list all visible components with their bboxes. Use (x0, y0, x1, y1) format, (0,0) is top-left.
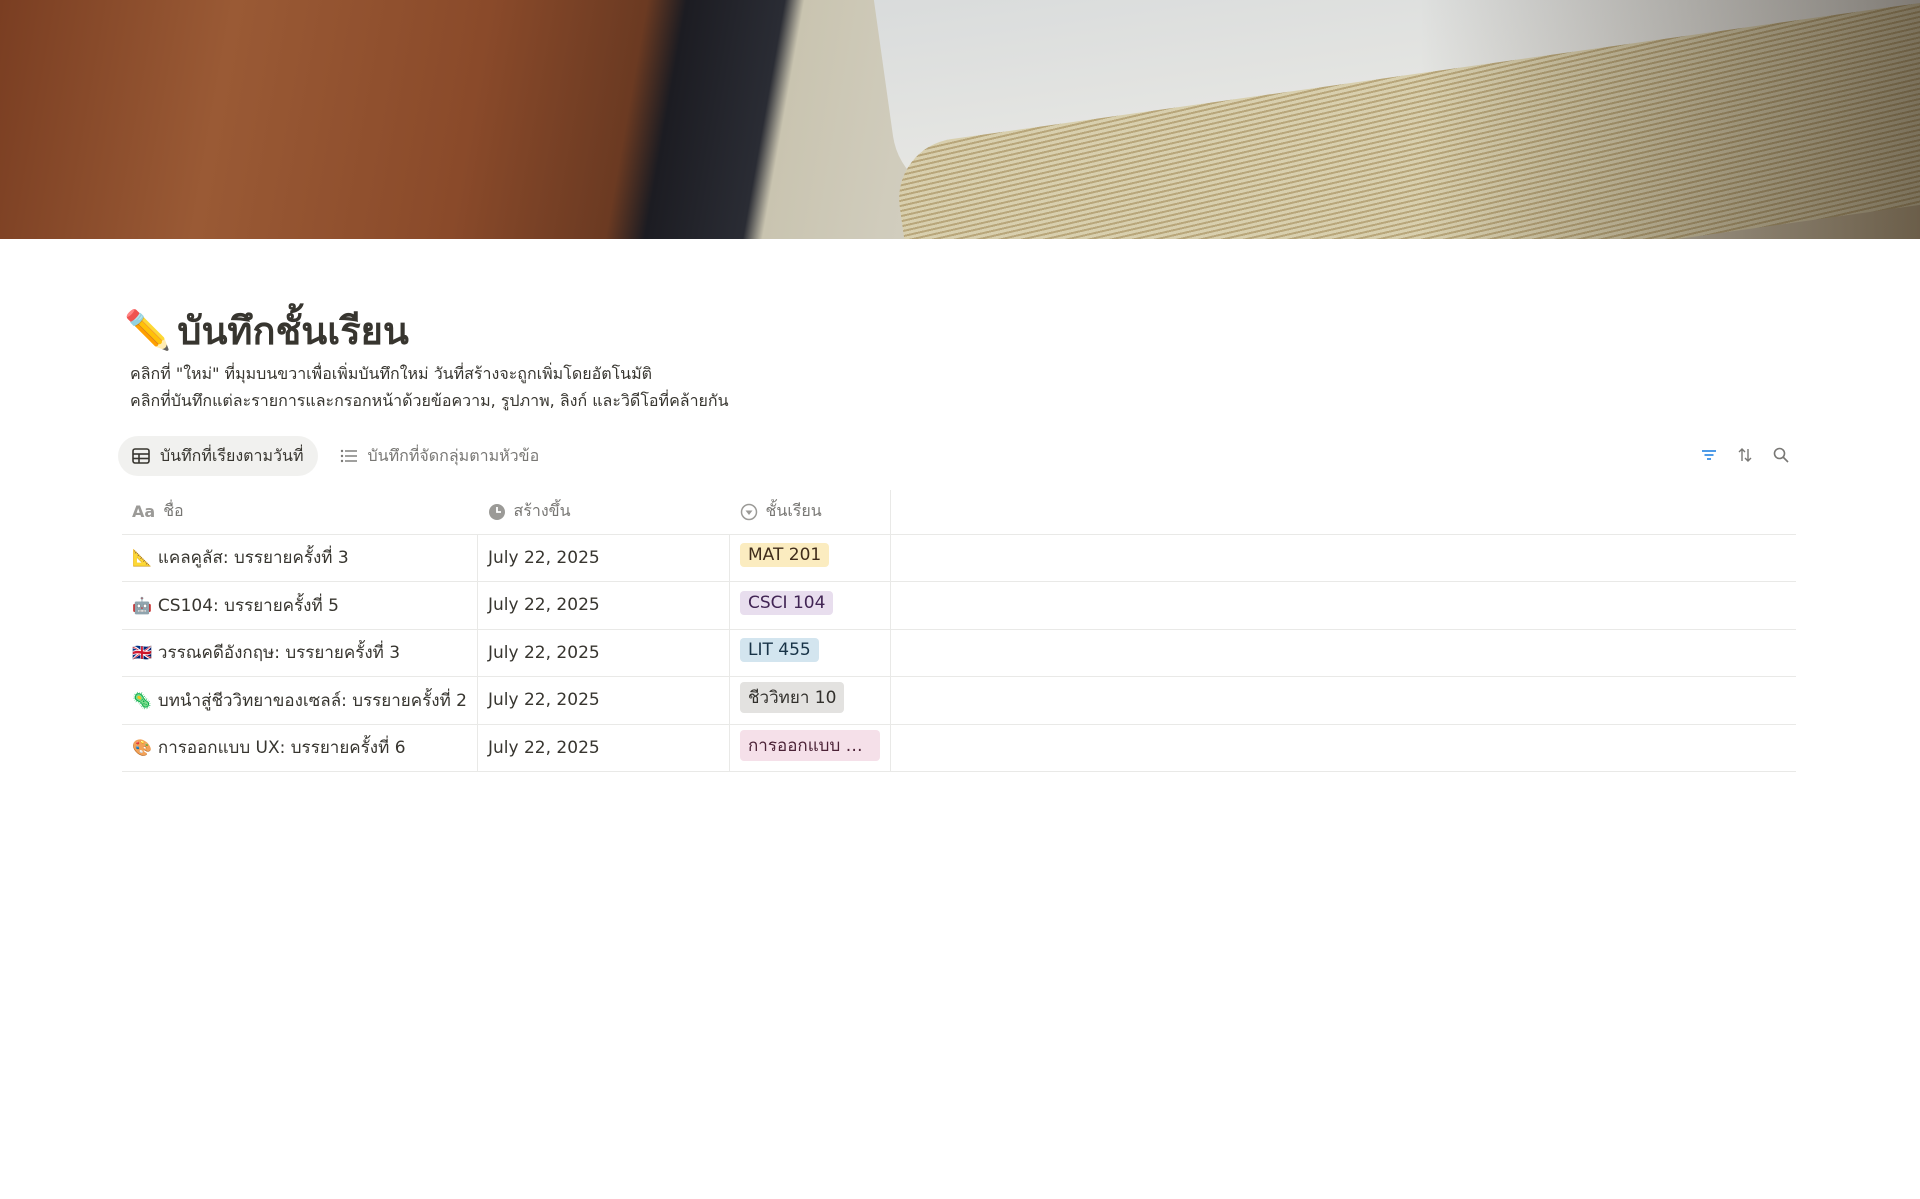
tab-grouped-by-topic[interactable]: บันทึกที่จัดกลุ่มตามหัวข้อ (326, 436, 554, 476)
column-label: ชั้นเรียน (765, 501, 822, 521)
notes-table: Aa ชื่อ สร้างขึ้น ชั้นเรียน 📐 แคลคูลัส: บร… (122, 490, 1796, 772)
column-header-created[interactable]: สร้างขึ้น (477, 490, 730, 535)
row-emoji-icon: 🎨 (132, 738, 152, 758)
filter-icon[interactable] (1700, 446, 1718, 464)
cell-created[interactable]: July 22, 2025 (477, 581, 730, 630)
class-tag: การออกแบบ 1... (740, 729, 881, 761)
class-tag: MAT 201 (740, 543, 830, 568)
view-tabs: บันทึกที่เรียงตามวันที่ บันทึกที่จัดกลุ่… (118, 436, 553, 476)
page-description: คลิกที่ "ใหม่" ที่มุมบนขวาเพื่อเพิ่มบันท… (130, 360, 729, 414)
note-title: วรรณคดีอังกฤษ: บรรยายครั้งที่ 3 (157, 643, 401, 664)
cover-image[interactable] (0, 0, 1920, 239)
cell-name[interactable]: 📐 แคลคูลัส: บรรยายครั้งที่ 3 (122, 534, 478, 582)
note-title: แคลคูลัส: บรรยายครั้งที่ 3 (157, 548, 349, 569)
table-row[interactable]: 🎨 การออกแบบ UX: บรรยายครั้งที่ 6 July 22,… (122, 724, 1796, 772)
note-title: การออกแบบ UX: บรรยายครั้งที่ 6 (157, 738, 406, 759)
tab-label: บันทึกที่จัดกลุ่มตามหัวข้อ (367, 445, 540, 465)
note-title: CS104: บรรยายครั้งที่ 5 (157, 595, 339, 616)
table-row[interactable]: 🇬🇧 วรรณคดีอังกฤษ: บรรยายครั้งที่ 3 July 2… (122, 629, 1796, 677)
page-title-text: บันทึกชั้นเรียน (177, 309, 409, 353)
cell-empty (890, 724, 1796, 772)
cell-created[interactable]: July 22, 2025 (477, 534, 730, 582)
row-emoji-icon: 🤖 (132, 595, 152, 615)
table-row[interactable]: 📐 แคลคูลัส: บรรยายครั้งที่ 3 July 22, 202… (122, 534, 1796, 582)
cell-class[interactable]: MAT 201 (729, 534, 891, 582)
cell-name[interactable]: 🦠 บทนำสู่ชีววิทยาของเซลล์: บรรยายครั้งที่… (122, 676, 478, 725)
cell-empty (890, 676, 1796, 725)
column-label: สร้างขึ้น (513, 501, 571, 521)
class-tag: ชีววิทยา 10 (740, 682, 845, 714)
table-row[interactable]: 🦠 บทนำสู่ชีววิทยาของเซลล์: บรรยายครั้งที่… (122, 676, 1796, 725)
cell-empty (890, 534, 1796, 582)
list-icon (340, 449, 357, 463)
tab-sorted-by-date[interactable]: บันทึกที่เรียงตามวันที่ (118, 436, 318, 476)
tab-label: บันทึกที่เรียงตามวันที่ (160, 445, 304, 465)
row-emoji-icon: 🦠 (132, 690, 152, 710)
row-emoji-icon: 🇬🇧 (132, 643, 152, 663)
cell-created[interactable]: July 22, 2025 (477, 724, 730, 772)
table-row[interactable]: 🤖 CS104: บรรยายครั้งที่ 5 July 22, 2025 C… (122, 581, 1796, 630)
note-title: บทนำสู่ชีววิทยาของเซลล์: บรรยายครั้งที่ … (157, 690, 468, 711)
view-toolbar (1700, 446, 1790, 464)
clock-icon (488, 503, 505, 520)
description-line: คลิกที่บันทึกแต่ละรายการและกรอกหน้าด้วยข… (130, 391, 729, 410)
column-header-empty (890, 490, 1796, 535)
row-emoji-icon: 📐 (132, 548, 152, 568)
table-icon (132, 448, 150, 464)
search-icon[interactable] (1772, 446, 1790, 464)
pencil-icon[interactable]: ✏️ (124, 308, 172, 352)
cell-name[interactable]: 🇬🇧 วรรณคดีอังกฤษ: บรรยายครั้งที่ 3 (122, 629, 478, 677)
column-header-class[interactable]: ชั้นเรียน (729, 490, 891, 535)
cell-created[interactable]: July 22, 2025 (477, 676, 730, 725)
cell-name[interactable]: 🤖 CS104: บรรยายครั้งที่ 5 (122, 581, 478, 630)
text-property-icon: Aa (132, 502, 156, 522)
cell-empty (890, 581, 1796, 630)
cell-name[interactable]: 🎨 การออกแบบ UX: บรรยายครั้งที่ 6 (122, 724, 478, 772)
class-tag: CSCI 104 (740, 590, 834, 615)
sort-icon[interactable] (1736, 446, 1754, 464)
column-header-name[interactable]: Aa ชื่อ (122, 490, 478, 535)
select-icon (740, 503, 757, 520)
cell-class[interactable]: การออกแบบ 1... (729, 724, 891, 772)
cell-class[interactable]: CSCI 104 (729, 581, 891, 630)
page-title: ✏️ บันทึกชั้นเรียน (124, 300, 409, 361)
cell-empty (890, 629, 1796, 677)
class-tag: LIT 455 (740, 638, 819, 663)
column-label: ชื่อ (163, 501, 184, 521)
description-line: คลิกที่ "ใหม่" ที่มุมบนขวาเพื่อเพิ่มบันท… (130, 364, 653, 383)
cell-created[interactable]: July 22, 2025 (477, 629, 730, 677)
cell-class[interactable]: LIT 455 (729, 629, 891, 677)
cell-class[interactable]: ชีววิทยา 10 (729, 676, 891, 725)
